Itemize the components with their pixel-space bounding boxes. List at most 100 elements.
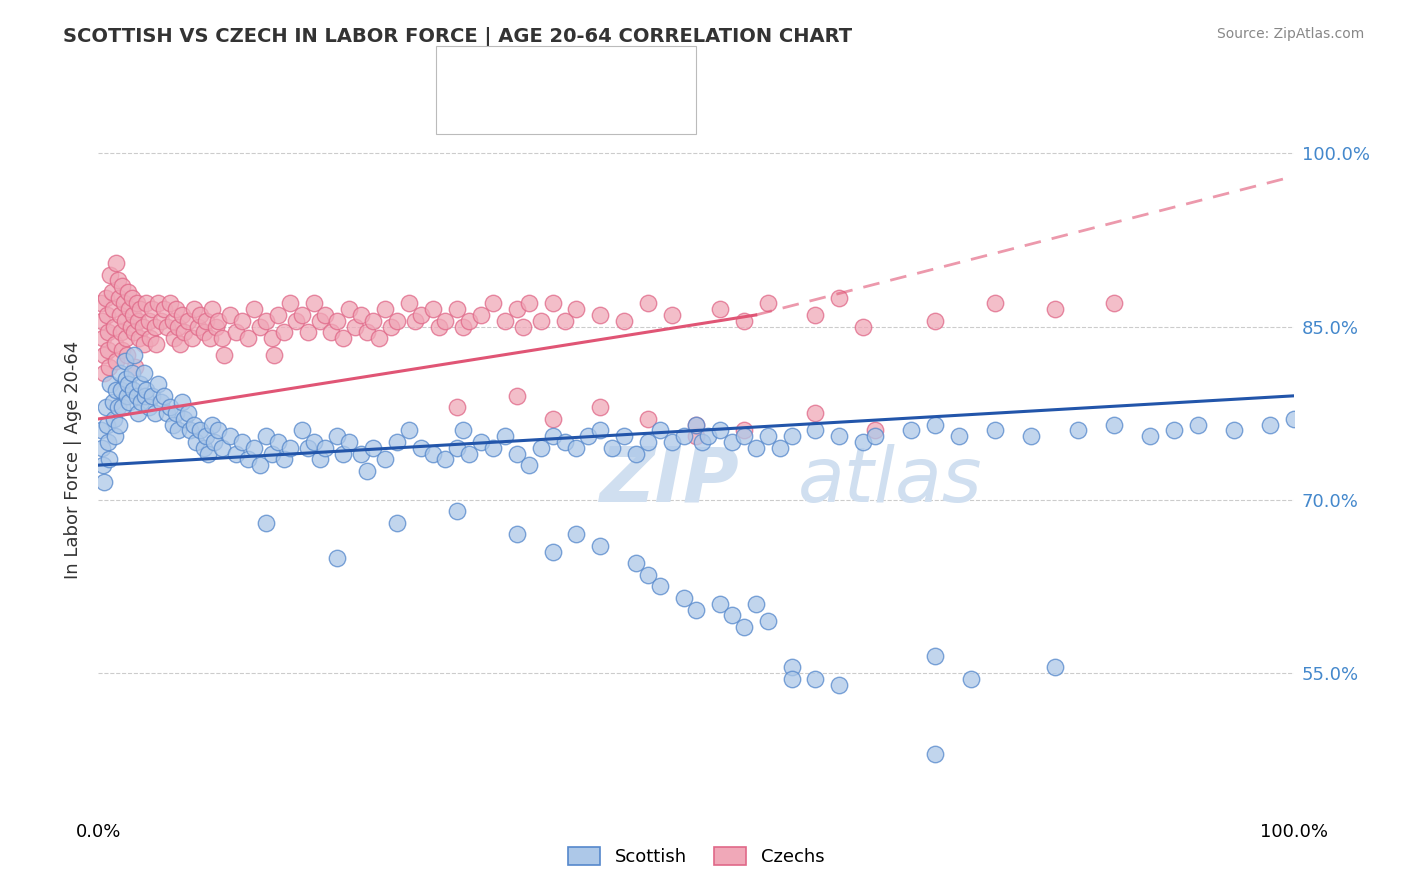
Point <box>91 458 114 472</box>
Text: atlas: atlas <box>797 443 981 517</box>
Point <box>139 331 162 345</box>
Point <box>94 291 117 305</box>
Point <box>291 308 314 322</box>
Point <box>661 308 683 322</box>
Point <box>924 314 946 328</box>
Point <box>709 424 731 438</box>
Point <box>332 331 354 345</box>
Point <box>541 545 564 559</box>
Point <box>398 424 420 438</box>
Point <box>97 343 120 357</box>
Point <box>207 424 229 438</box>
Point <box>530 314 553 328</box>
Point <box>207 314 229 328</box>
Point <box>589 401 612 415</box>
Point <box>159 296 181 310</box>
Point <box>107 291 129 305</box>
Point <box>236 331 259 345</box>
Point <box>114 314 136 328</box>
Point <box>661 435 683 450</box>
Point <box>685 417 707 432</box>
Point <box>852 435 875 450</box>
Point <box>212 348 235 362</box>
Text: N = 134: N = 134 <box>598 95 678 113</box>
Point <box>344 319 367 334</box>
Point <box>434 452 457 467</box>
Point <box>122 383 145 397</box>
Point <box>273 326 295 340</box>
Point <box>780 429 803 443</box>
Point <box>101 302 124 317</box>
Point <box>115 348 138 362</box>
Point <box>187 319 209 334</box>
Point <box>924 747 946 761</box>
Point <box>124 326 146 340</box>
Point <box>709 597 731 611</box>
Point <box>114 354 136 368</box>
Point <box>131 319 153 334</box>
Point <box>107 417 129 432</box>
Point <box>167 319 190 334</box>
Point <box>350 308 373 322</box>
Point <box>115 331 138 345</box>
Point <box>315 441 337 455</box>
Text: Source: ZipAtlas.com: Source: ZipAtlas.com <box>1216 27 1364 41</box>
Point <box>188 308 211 322</box>
Point <box>565 527 588 541</box>
Point <box>278 296 301 310</box>
Point <box>111 343 134 357</box>
Point <box>690 435 713 450</box>
Point <box>112 296 135 310</box>
Point <box>363 441 385 455</box>
Point <box>865 429 887 443</box>
Point <box>211 441 233 455</box>
Point <box>163 331 186 345</box>
Point <box>494 429 516 443</box>
Point <box>481 441 505 455</box>
Point <box>924 417 946 432</box>
Point <box>249 458 271 472</box>
Text: SCOTTISH VS CZECH IN LABOR FORCE | AGE 20-64 CORRELATION CHART: SCOTTISH VS CZECH IN LABOR FORCE | AGE 2… <box>63 27 852 46</box>
Point <box>1282 412 1305 426</box>
Point <box>804 424 827 438</box>
Point <box>195 314 218 328</box>
Point <box>326 314 349 328</box>
Point <box>302 435 325 450</box>
Point <box>124 348 146 362</box>
Point <box>756 296 779 310</box>
Point <box>685 602 707 616</box>
Point <box>108 366 131 380</box>
Point <box>91 441 114 455</box>
Point <box>385 314 409 328</box>
Point <box>326 429 349 443</box>
Point <box>697 429 720 443</box>
Point <box>291 424 314 438</box>
Point <box>260 447 283 461</box>
Point <box>129 377 152 392</box>
Point <box>517 458 540 472</box>
Point <box>1163 424 1185 438</box>
Point <box>434 314 457 328</box>
Point <box>121 291 143 305</box>
Point <box>188 424 211 438</box>
Point <box>186 435 208 450</box>
Point <box>852 319 875 334</box>
Point <box>506 302 529 317</box>
Point <box>374 302 396 317</box>
Point <box>626 447 648 461</box>
Point <box>165 406 187 420</box>
Point <box>117 285 139 299</box>
Point <box>984 424 1007 438</box>
Point <box>733 429 755 443</box>
Point <box>179 424 201 438</box>
Point <box>110 326 132 340</box>
Point <box>236 452 259 467</box>
Point <box>111 401 134 415</box>
Point <box>90 296 112 310</box>
Point <box>780 660 803 674</box>
Point <box>98 452 121 467</box>
Point <box>195 429 218 443</box>
Point <box>219 429 242 443</box>
Point <box>231 435 253 450</box>
Point <box>254 516 277 530</box>
